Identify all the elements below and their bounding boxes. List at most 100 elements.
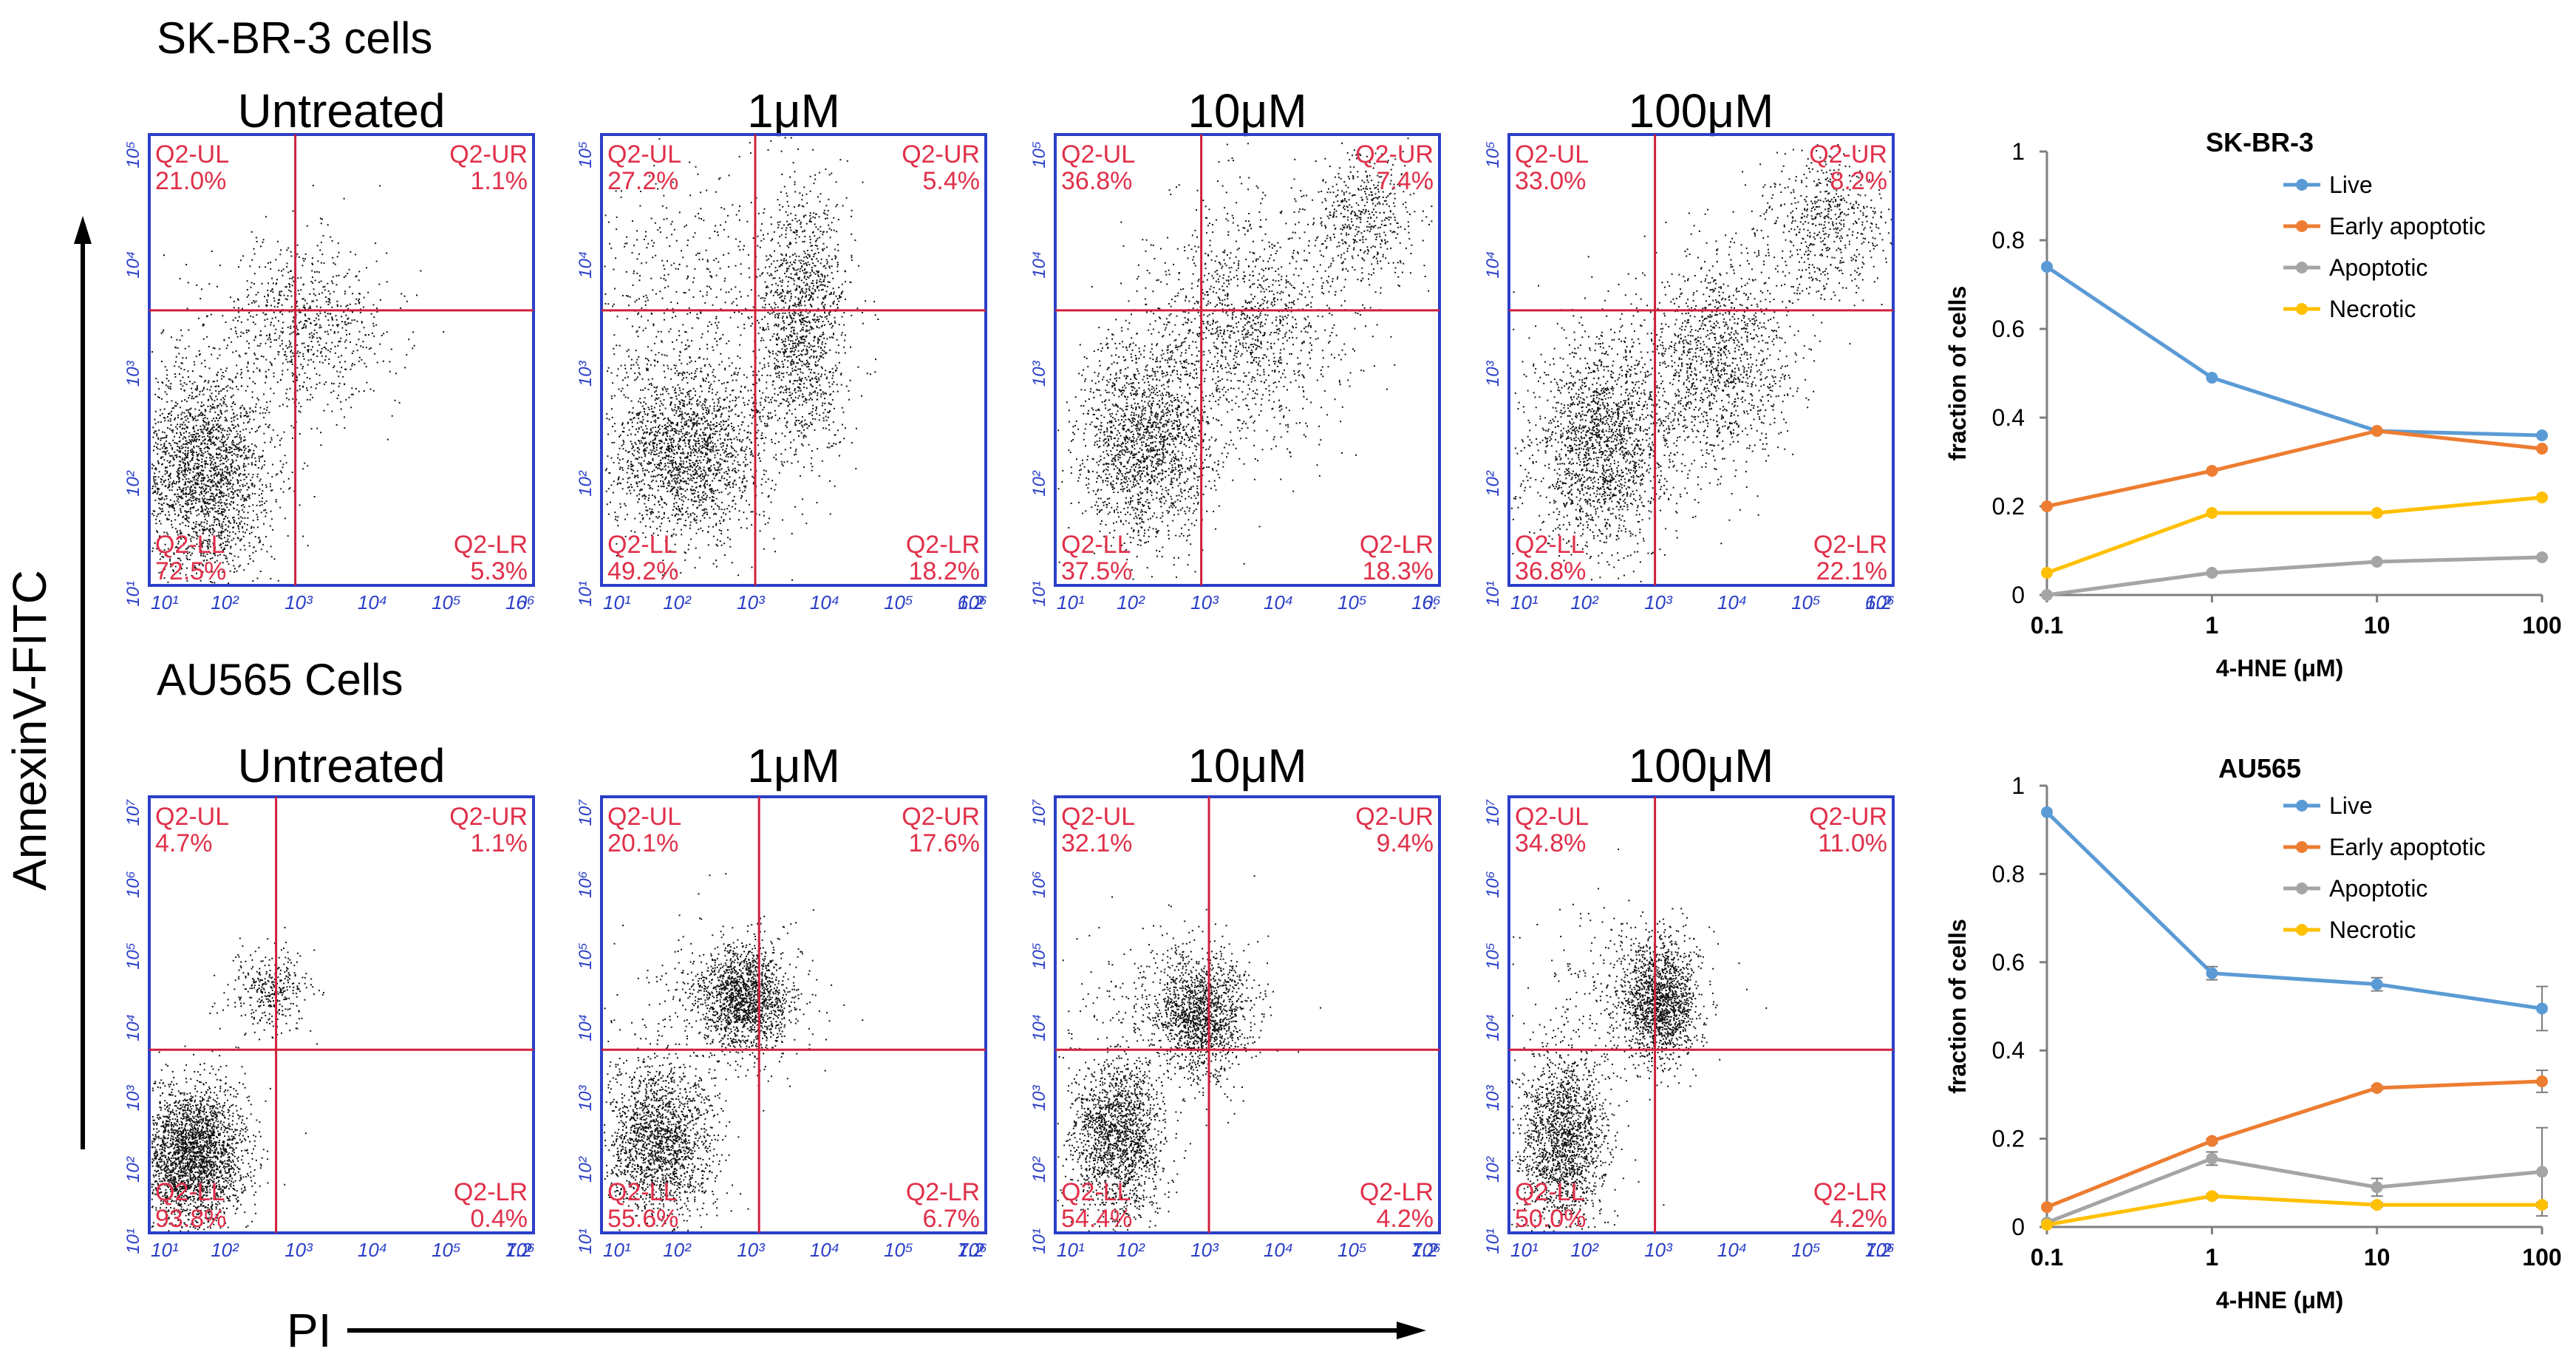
quadrant-lr-name: Q2-LR <box>1813 1178 1887 1206</box>
legend-swatch-marker <box>2296 303 2308 315</box>
x-tick-label: 10² <box>1570 1239 1599 1261</box>
x-tick-label: 10² <box>663 591 692 613</box>
y-tick-label: 10¹ <box>1483 1228 1503 1254</box>
data-point <box>2041 261 2053 273</box>
panel-title: Untreated <box>237 84 445 137</box>
legend-label: Live <box>2329 792 2373 819</box>
quadrant-ul-pct: 4.7% <box>155 829 213 857</box>
series-line <box>2046 1079 2543 1209</box>
data-point <box>2206 1190 2218 1203</box>
quadrant-ll-name: Q2-LL <box>1061 1178 1131 1206</box>
data-point <box>2536 1199 2548 1211</box>
quadrant-ll-name: Q2-LL <box>607 1178 678 1206</box>
quadrant-ur-name: Q2-UR <box>902 803 980 831</box>
series-apoptotic <box>2041 551 2548 601</box>
legend-swatch-marker <box>2296 841 2308 853</box>
quadrant-lr-pct: 22.1% <box>1816 557 1887 585</box>
plot-frame <box>600 133 987 587</box>
x-tick-label: 10² <box>211 591 239 613</box>
series-early-apoptotic <box>2041 1070 2548 1214</box>
quadrant-ul-name: Q2-UL <box>155 140 229 169</box>
y-tick-label: 10⁶ <box>576 871 596 898</box>
y-tick-label: 10⁵ <box>123 942 143 970</box>
quadrant-ur-name: Q2-UR <box>1809 140 1887 169</box>
y-tick-label: 10² <box>1483 470 1503 497</box>
legend-item: Necrotic <box>2283 296 2416 322</box>
quadrant-ul-name: Q2-UL <box>155 803 229 831</box>
series-line <box>2045 811 2543 1010</box>
y-tick-label: 0.8 <box>1992 227 2025 254</box>
x-tick-label: 10² <box>1117 591 1145 613</box>
series-line <box>2046 495 2543 575</box>
legend-item: Live <box>2283 171 2373 198</box>
quadrant-lr-name: Q2-LR <box>1813 531 1887 559</box>
x-tick-label: 10² <box>1570 591 1599 613</box>
series-necrotic <box>2041 1190 2548 1231</box>
x-tick-label: 100 <box>2522 612 2561 639</box>
y-tick-label: 10⁴ <box>576 1014 596 1041</box>
panel-title: Untreated <box>237 739 445 792</box>
quadrant-ur-name: Q2-UR <box>902 140 980 169</box>
x-tick-label: 10⁵ <box>884 1239 913 1261</box>
quadrant-lr-pct: 18.2% <box>909 557 980 585</box>
quadrant-lr-name: Q2-LR <box>454 1178 528 1206</box>
data-point <box>2371 507 2383 519</box>
quadrant-ll-pct: 49.2% <box>607 557 678 585</box>
y-tick-label: 10¹ <box>123 581 143 607</box>
y-tick-label: 10² <box>576 470 596 497</box>
x-tick-label: 10⁶ <box>1411 591 1441 613</box>
quadrant-ul-name: Q2-UL <box>1515 803 1589 831</box>
x-tick-label: 10⁶ <box>1865 591 1895 613</box>
x-tick-label: 10⁴ <box>810 591 839 613</box>
quadrant-ll-pct: 36.8% <box>1515 557 1586 585</box>
x-tick-label: 10³ <box>284 1239 313 1261</box>
quadrant-ll-name: Q2-LL <box>155 531 225 559</box>
data-point <box>2536 429 2548 441</box>
legend-swatch-marker <box>2296 179 2308 191</box>
x-tick-label: 10⁵ <box>432 1239 461 1261</box>
series-early-apoptotic <box>2041 425 2548 512</box>
y-tick-label: 0.6 <box>1992 949 2025 976</box>
quadrant-ll-name: Q2-LL <box>1515 1178 1585 1206</box>
data-point <box>2371 1199 2383 1211</box>
legend-swatch-marker <box>2296 262 2308 273</box>
x-tick-label: 10⁶ <box>958 1239 987 1261</box>
x-tick-label: 10¹ <box>151 1239 179 1261</box>
chart-title: SK-BR-3 <box>2206 127 2314 157</box>
y-axis-arrowhead <box>74 216 92 244</box>
x-tick-label: 10⁶ <box>958 591 987 613</box>
quadrant-ur-name: Q2-UR <box>1355 140 1434 169</box>
y-tick-label: 10⁴ <box>576 251 596 279</box>
y-tick-label: 10⁶ <box>1029 871 1049 898</box>
data-point <box>2371 1081 2383 1094</box>
plot-frame <box>148 795 535 1234</box>
x-tick-label: 10⁶ <box>1865 1239 1895 1261</box>
quadrant-ll-name: Q2-LL <box>1061 531 1131 559</box>
y-tick-label: 10³ <box>1483 360 1503 387</box>
series-line <box>2046 429 2543 509</box>
x-tick-label: 10¹ <box>1057 1239 1085 1261</box>
quadrant-ur-pct: 9.4% <box>1377 829 1434 857</box>
y-tick-label: 0.8 <box>1992 860 2025 887</box>
data-point <box>2041 567 2053 579</box>
y-tick-label: 10² <box>123 1156 143 1183</box>
y-tick-label: 10⁷ <box>576 799 596 826</box>
quadrant-lr-pct: 4.2% <box>1377 1205 1434 1233</box>
x-tick-label: 10⁵ <box>884 591 913 613</box>
x-tick-label: 10⁵ <box>432 591 461 613</box>
x-tick-label: 10¹ <box>151 591 179 613</box>
y-tick-label: 10³ <box>1029 1085 1049 1112</box>
x-tick-label: 10³ <box>1644 1239 1673 1261</box>
x-tick-label: 10³ <box>737 591 766 613</box>
x-tick-label: 10¹ <box>1510 1239 1539 1261</box>
quadrant-lr-pct: 6.7% <box>923 1205 981 1233</box>
plot-frame <box>1507 795 1895 1234</box>
x-tick-label: 10³ <box>1644 591 1673 613</box>
x-tick-label: 10² <box>1117 1239 1145 1261</box>
y-tick-label: 10⁴ <box>1029 251 1049 279</box>
legend-label: Necrotic <box>2329 296 2416 322</box>
panel-title: 100μM <box>1629 739 1774 792</box>
